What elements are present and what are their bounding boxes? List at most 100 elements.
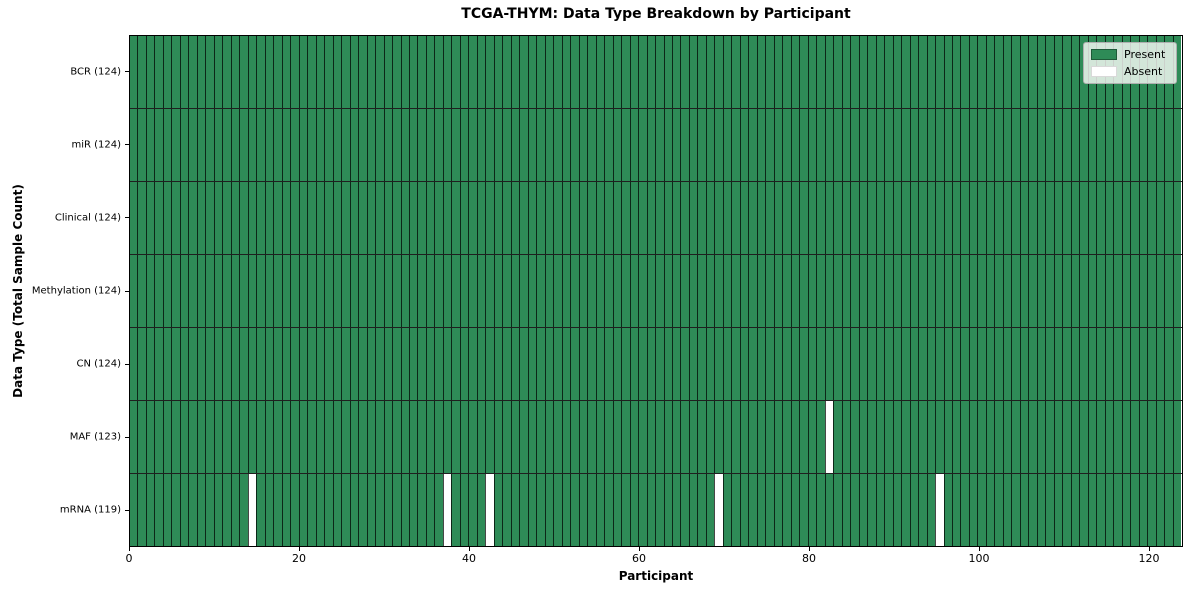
cell-bcr-88 bbox=[875, 36, 885, 108]
cell-methylation-21 bbox=[307, 255, 316, 327]
cell-bcr-106 bbox=[1028, 36, 1037, 108]
cell-mrna-114 bbox=[1096, 474, 1105, 546]
cell-methylation-106 bbox=[1028, 255, 1037, 327]
cell-methylation-36 bbox=[434, 255, 443, 327]
cell-cn-43 bbox=[493, 328, 503, 400]
cell-mir-60 bbox=[638, 109, 647, 181]
cell-clinical-55 bbox=[595, 182, 605, 254]
cell-maf-12 bbox=[230, 401, 240, 473]
cell-bcr-90 bbox=[892, 36, 902, 108]
cell-bcr-11 bbox=[222, 36, 231, 108]
cell-methylation-53 bbox=[578, 255, 588, 327]
cell-cn-80 bbox=[807, 328, 817, 400]
cell-clinical-9 bbox=[205, 182, 214, 254]
cell-clinical-107 bbox=[1036, 182, 1046, 254]
cell-clinical-61 bbox=[646, 182, 656, 254]
cell-maf-52 bbox=[570, 401, 579, 473]
cell-cn-78 bbox=[790, 328, 800, 400]
heatmap-row-maf bbox=[130, 400, 1182, 473]
cell-bcr-104 bbox=[1011, 36, 1020, 108]
cell-maf-72 bbox=[739, 401, 749, 473]
cell-mrna-53 bbox=[578, 474, 588, 546]
cell-methylation-85 bbox=[850, 255, 859, 327]
cell-mir-91 bbox=[901, 109, 910, 181]
cell-mrna-103 bbox=[1002, 474, 1012, 546]
cell-cn-5 bbox=[171, 328, 180, 400]
cell-clinical-5 bbox=[171, 182, 180, 254]
cell-mir-23 bbox=[324, 109, 333, 181]
cell-cn-57 bbox=[612, 328, 622, 400]
cell-clinical-76 bbox=[773, 182, 783, 254]
cell-methylation-74 bbox=[756, 255, 766, 327]
x-tick-mark-60 bbox=[639, 547, 640, 551]
cell-maf-80 bbox=[807, 401, 817, 473]
cell-mrna-12 bbox=[230, 474, 240, 546]
cell-mir-96 bbox=[943, 109, 952, 181]
cell-maf-66 bbox=[688, 401, 698, 473]
cell-mir-86 bbox=[858, 109, 868, 181]
cell-cn-99 bbox=[968, 328, 978, 400]
cell-maf-71 bbox=[731, 401, 740, 473]
cell-clinical-48 bbox=[536, 182, 545, 254]
cell-methylation-49 bbox=[544, 255, 554, 327]
cell-mrna-83 bbox=[833, 474, 842, 546]
cell-maf-69 bbox=[714, 401, 723, 473]
cell-methylation-24 bbox=[332, 255, 342, 327]
cell-mir-85 bbox=[850, 109, 859, 181]
cell-mir-36 bbox=[434, 109, 443, 181]
cell-mir-59 bbox=[629, 109, 639, 181]
cell-clinical-64 bbox=[672, 182, 681, 254]
cell-mir-101 bbox=[985, 109, 995, 181]
cell-cn-46 bbox=[519, 328, 528, 400]
cell-maf-82 bbox=[824, 401, 834, 473]
cell-clinical-24 bbox=[332, 182, 342, 254]
cell-maf-104 bbox=[1011, 401, 1020, 473]
cell-mrna-85 bbox=[850, 474, 859, 546]
cell-methylation-23 bbox=[324, 255, 333, 327]
cell-mrna-6 bbox=[179, 474, 189, 546]
cell-cn-102 bbox=[994, 328, 1003, 400]
cell-clinical-14 bbox=[247, 182, 257, 254]
cell-mrna-56 bbox=[604, 474, 613, 546]
cell-cn-74 bbox=[756, 328, 766, 400]
cell-mir-25 bbox=[341, 109, 350, 181]
cell-mrna-117 bbox=[1121, 474, 1131, 546]
cell-clinical-74 bbox=[756, 182, 766, 254]
cell-mrna-55 bbox=[595, 474, 605, 546]
cell-mir-39 bbox=[459, 109, 469, 181]
cell-mir-73 bbox=[748, 109, 757, 181]
cell-clinical-36 bbox=[434, 182, 443, 254]
cell-cn-26 bbox=[349, 328, 359, 400]
cell-bcr-103 bbox=[1002, 36, 1012, 108]
cell-mir-34 bbox=[417, 109, 426, 181]
cell-mrna-67 bbox=[697, 474, 706, 546]
cell-bcr-46 bbox=[519, 36, 528, 108]
cell-methylation-110 bbox=[1062, 255, 1071, 327]
cell-bcr-39 bbox=[459, 36, 469, 108]
cell-clinical-73 bbox=[748, 182, 757, 254]
cell-maf-113 bbox=[1087, 401, 1097, 473]
cell-bcr-89 bbox=[884, 36, 893, 108]
x-tick-label-40: 40 bbox=[462, 552, 476, 565]
cell-mir-4 bbox=[162, 109, 172, 181]
cell-mir-70 bbox=[722, 109, 732, 181]
cell-methylation-121 bbox=[1155, 255, 1165, 327]
cell-methylation-20 bbox=[298, 255, 308, 327]
cell-clinical-10 bbox=[213, 182, 223, 254]
cell-methylation-28 bbox=[366, 255, 376, 327]
cell-clinical-30 bbox=[383, 182, 393, 254]
cell-clinical-4 bbox=[162, 182, 172, 254]
cell-mir-105 bbox=[1019, 109, 1029, 181]
cell-bcr-4 bbox=[162, 36, 172, 108]
cell-maf-17 bbox=[273, 401, 282, 473]
cell-bcr-21 bbox=[307, 36, 316, 108]
cell-maf-40 bbox=[468, 401, 477, 473]
cell-maf-24 bbox=[332, 401, 342, 473]
cell-methylation-54 bbox=[587, 255, 596, 327]
legend-swatch-absent-icon bbox=[1091, 66, 1117, 77]
cell-maf-31 bbox=[392, 401, 401, 473]
cell-bcr-49 bbox=[544, 36, 554, 108]
cell-mir-53 bbox=[578, 109, 588, 181]
cell-maf-96 bbox=[943, 401, 952, 473]
cell-methylation-120 bbox=[1147, 255, 1156, 327]
